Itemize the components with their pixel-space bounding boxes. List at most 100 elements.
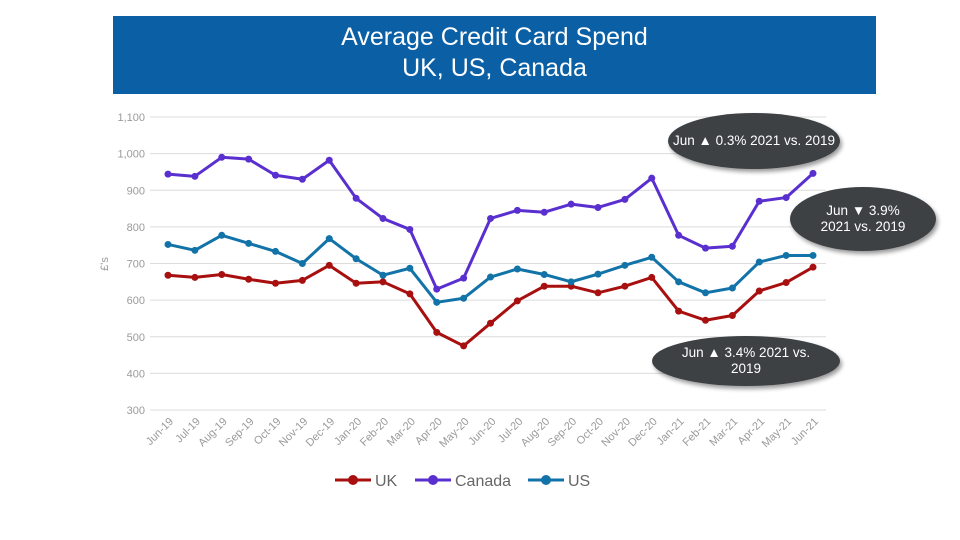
legend-marker-uk [348,475,358,485]
data-point-us [164,240,172,248]
data-point-us [433,298,441,306]
data-point-canada [594,203,602,211]
data-point-us [809,251,817,259]
data-point-us [272,247,279,255]
data-point-canada [513,206,521,214]
data-point-us [379,271,387,279]
annotation-canada: Jun ▲ 0.3% 2021 vs. 2019 [668,113,840,169]
data-point-us [648,253,656,261]
data-point-us [325,235,333,243]
data-point-canada [782,194,790,202]
chart-title-banner: Average Credit Card Spend UK, US, Canada [113,16,876,94]
x-tick-label: Feb-21 [680,416,713,449]
data-point-us [298,260,306,267]
data-point-uk [702,316,709,324]
data-point-uk [675,307,683,315]
data-point-canada [702,244,709,252]
y-tick-label: 500 [127,332,145,344]
data-point-uk [487,319,494,327]
x-tick-label: Aug-20 [519,416,553,450]
x-tick-label: Jun-21 [789,416,821,448]
x-tick-label: Mar-21 [707,416,740,449]
y-tick-label: 600 [127,295,145,307]
data-point-uk [272,279,279,287]
data-point-canada [460,274,468,282]
data-point-us [728,284,736,292]
data-point-us [782,251,790,259]
data-point-us [352,255,360,263]
data-point-uk [648,273,656,281]
x-tick-label: Nov-19 [277,416,311,450]
data-point-us [191,246,199,254]
legend-label-canada: Canada [455,473,511,490]
data-point-us [218,231,226,239]
y-tick-label: 400 [127,368,145,380]
data-point-canada [379,214,387,222]
data-point-us [675,278,683,286]
data-point-canada [218,153,226,161]
data-point-canada [648,174,656,182]
data-point-uk [782,279,790,287]
data-point-us [460,294,468,302]
x-tick-label: Jun-19 [144,416,176,448]
data-point-canada [352,194,360,202]
data-point-uk [594,289,602,297]
y-tick-label: 1,100 [117,112,145,124]
chart-title: Average Credit Card Spend [341,23,648,51]
data-point-canada [487,214,494,222]
y-tick-label: 300 [127,405,145,417]
series-line-canada [167,155,815,291]
data-point-uk [191,273,199,281]
x-tick-label: Aug-19 [196,416,230,450]
legend-marker-canada [428,475,438,485]
data-point-uk [433,328,441,336]
annotation-uk: Jun ▲ 3.4% 2021 vs. 2019 [652,336,840,386]
chart-subtitle: UK, US, Canada [402,54,587,82]
data-point-canada [675,231,683,239]
data-point-canada [755,197,763,205]
x-tick-label: Feb-20 [358,416,391,449]
data-point-us [755,258,763,266]
data-point-uk [540,282,548,290]
data-point-uk [352,279,360,287]
data-point-canada [325,156,333,164]
data-point-us [594,270,602,278]
y-tick-label: 800 [127,222,145,234]
data-point-us [487,273,494,281]
data-point-us [513,265,521,273]
x-tick-label: May-21 [760,416,794,450]
data-point-uk [325,261,333,269]
data-point-canada [540,208,548,216]
data-point-canada [567,200,575,208]
data-point-canada [191,172,199,180]
data-point-uk [298,276,306,284]
data-point-us [567,278,575,286]
data-point-us [702,289,709,297]
data-point-canada [809,169,817,177]
data-point-canada [245,155,253,163]
data-point-uk [218,270,226,278]
data-point-canada [728,242,736,250]
data-point-uk [755,287,763,295]
legend-marker-us [541,475,551,485]
data-point-canada [433,285,441,293]
x-tick-label: Jun-20 [466,416,498,448]
data-point-us [245,239,253,247]
data-point-us [406,264,414,272]
data-point-us [540,270,548,278]
x-tick-label: Mar-20 [385,416,418,449]
data-point-us [621,261,629,269]
data-point-uk [809,263,817,271]
x-tick-label: May-20 [437,416,471,450]
data-point-canada [621,195,629,203]
series-line-us [167,233,813,304]
data-point-uk [164,271,172,279]
data-point-canada [406,225,414,233]
data-point-uk [513,297,521,305]
data-point-canada [298,175,306,183]
data-point-uk [406,290,414,298]
y-axis-label: £'s [99,257,111,271]
data-point-canada [272,171,279,179]
legend-label-us: US [568,473,590,490]
